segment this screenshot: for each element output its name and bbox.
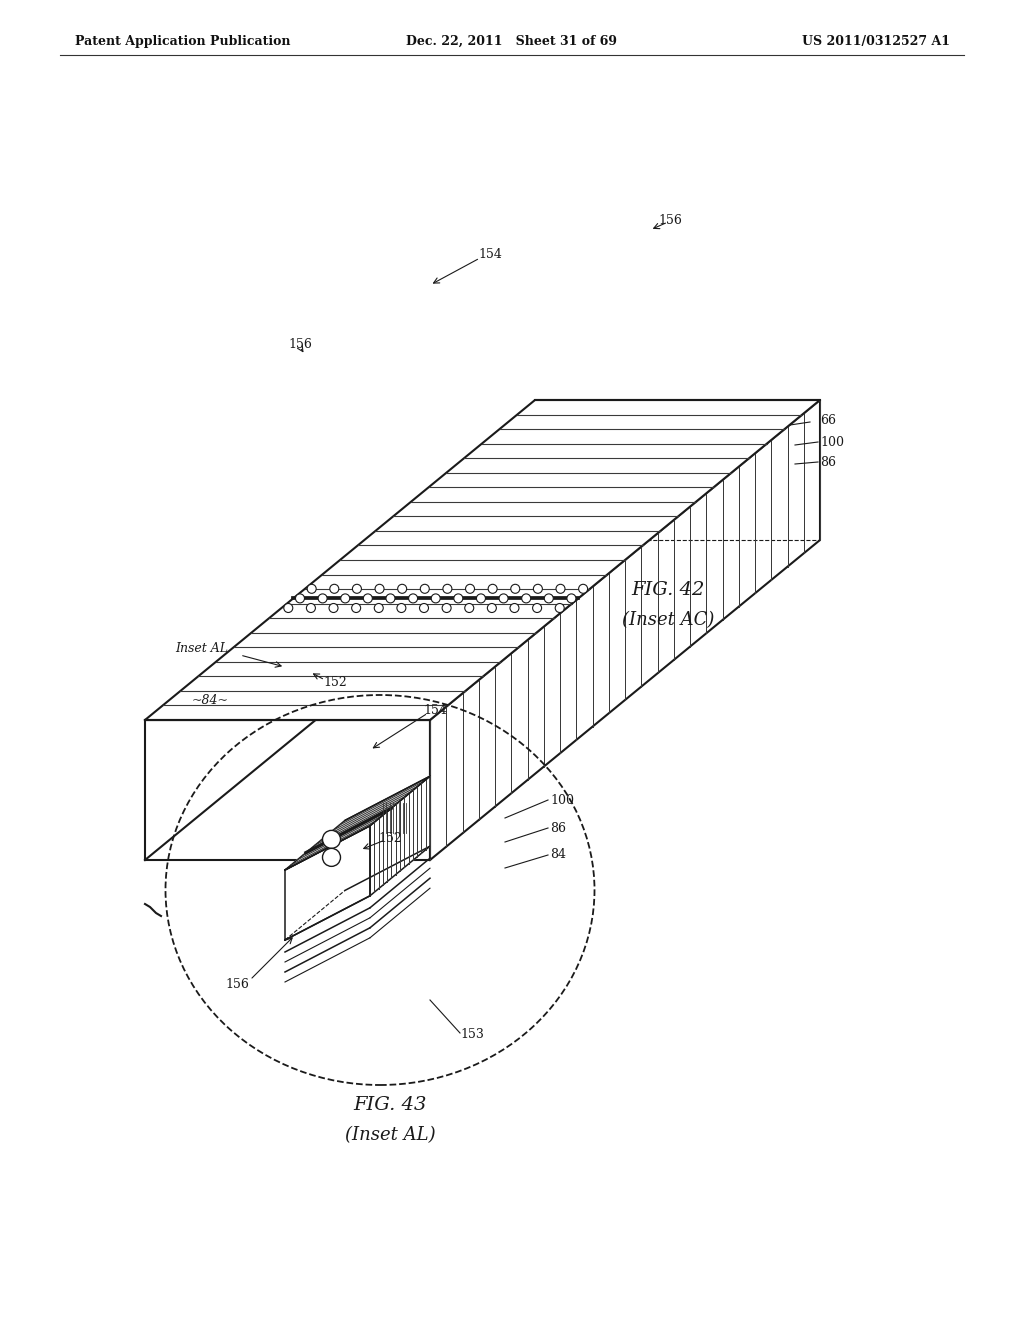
Text: 100: 100 <box>820 436 844 449</box>
Circle shape <box>521 594 530 603</box>
Circle shape <box>567 594 575 603</box>
Circle shape <box>284 603 293 612</box>
Circle shape <box>579 585 588 593</box>
Circle shape <box>499 594 508 603</box>
Circle shape <box>556 585 565 593</box>
Text: (Inset AC): (Inset AC) <box>622 611 714 630</box>
Circle shape <box>511 585 520 593</box>
Text: (Inset AL): (Inset AL) <box>345 1126 435 1144</box>
Text: 154: 154 <box>423 704 446 717</box>
Circle shape <box>443 585 452 593</box>
Circle shape <box>375 585 384 593</box>
Circle shape <box>532 603 542 612</box>
Circle shape <box>534 585 543 593</box>
Circle shape <box>442 603 452 612</box>
Text: 66: 66 <box>820 413 836 426</box>
Circle shape <box>341 594 350 603</box>
Circle shape <box>296 594 304 603</box>
Circle shape <box>306 603 315 612</box>
Circle shape <box>386 594 395 603</box>
Circle shape <box>466 585 474 593</box>
Text: 152: 152 <box>324 676 347 689</box>
Text: Inset AL: Inset AL <box>175 642 228 655</box>
Circle shape <box>318 594 327 603</box>
Polygon shape <box>430 400 820 861</box>
Text: 154: 154 <box>478 248 502 261</box>
Text: 156: 156 <box>225 978 249 991</box>
Circle shape <box>374 603 383 612</box>
Circle shape <box>352 585 361 593</box>
Circle shape <box>409 594 418 603</box>
Text: FIG. 42: FIG. 42 <box>632 581 705 599</box>
Text: 86: 86 <box>550 821 566 834</box>
Polygon shape <box>145 400 820 719</box>
Text: Patent Application Publication: Patent Application Publication <box>75 36 291 48</box>
Circle shape <box>351 603 360 612</box>
Circle shape <box>307 585 316 593</box>
Circle shape <box>488 585 497 593</box>
Circle shape <box>329 603 338 612</box>
Circle shape <box>545 594 553 603</box>
Text: Dec. 22, 2011   Sheet 31 of 69: Dec. 22, 2011 Sheet 31 of 69 <box>407 36 617 48</box>
Circle shape <box>397 603 406 612</box>
Circle shape <box>476 594 485 603</box>
Circle shape <box>364 594 373 603</box>
Circle shape <box>431 594 440 603</box>
Text: 152: 152 <box>378 832 401 845</box>
Circle shape <box>510 603 519 612</box>
Circle shape <box>397 585 407 593</box>
Text: 84: 84 <box>550 849 566 862</box>
Text: ~84~: ~84~ <box>191 693 228 706</box>
Circle shape <box>330 585 339 593</box>
Text: 86: 86 <box>820 455 836 469</box>
Circle shape <box>323 830 341 849</box>
Circle shape <box>454 594 463 603</box>
Text: 153: 153 <box>460 1028 484 1041</box>
Circle shape <box>323 849 341 866</box>
Polygon shape <box>145 719 430 861</box>
Polygon shape <box>370 776 430 896</box>
Circle shape <box>487 603 497 612</box>
Text: 156: 156 <box>658 214 682 227</box>
Circle shape <box>465 603 474 612</box>
Text: 100: 100 <box>550 793 574 807</box>
Polygon shape <box>285 776 430 870</box>
Text: 156: 156 <box>288 338 312 351</box>
Text: FIG. 43: FIG. 43 <box>353 1096 427 1114</box>
Text: US 2011/0312527 A1: US 2011/0312527 A1 <box>802 36 950 48</box>
Circle shape <box>555 603 564 612</box>
Circle shape <box>420 603 428 612</box>
Circle shape <box>420 585 429 593</box>
Polygon shape <box>285 826 370 940</box>
